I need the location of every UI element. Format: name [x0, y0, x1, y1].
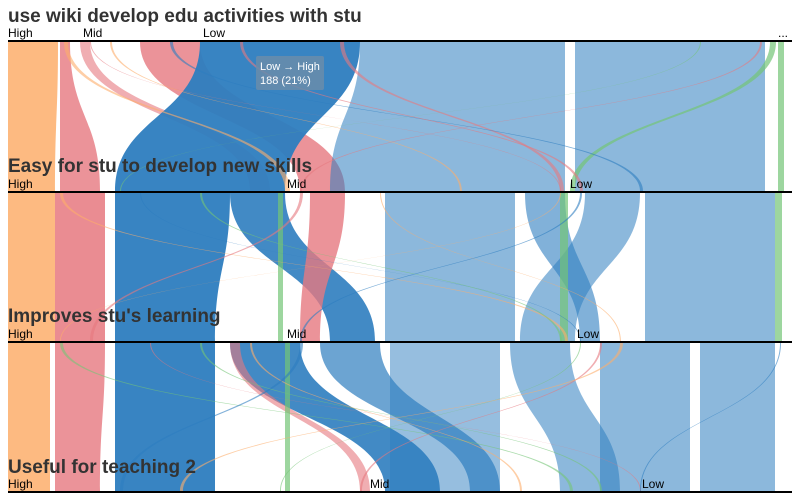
ribbon-l3-high[interactable] — [8, 343, 50, 491]
tooltip-background — [256, 56, 324, 90]
tooltip-label: Low → High — [260, 61, 320, 73]
category-label-low: Low — [570, 177, 592, 191]
dimension-title: Useful for teaching 2 — [8, 457, 196, 478]
dimension-use-wiki-develop-edu-activities-with-stu: use wiki develop edu activities with stu… — [8, 6, 792, 43]
category-bar-mid[interactable] — [60, 40, 200, 43]
category-label-mid: Mid — [287, 327, 306, 341]
ribbon-thread-2[interactable] — [170, 42, 643, 191]
category-bar-low[interactable] — [565, 191, 792, 194]
category-bar-high[interactable] — [8, 191, 285, 194]
ribbon-thread-14[interactable] — [120, 343, 303, 491]
ribbon-mid-to-high[interactable] — [60, 42, 100, 191]
category-label-low: Low — [577, 327, 599, 341]
ribbon-l2-other[interactable] — [278, 193, 283, 341]
ribbon-thin-high[interactable] — [64, 42, 290, 191]
ribbon-thread-19[interactable] — [200, 343, 602, 491]
ribbon-thread-0[interactable] — [90, 42, 561, 191]
ribbon-thread-5[interactable] — [60, 193, 568, 341]
category-bar-mid[interactable] — [365, 491, 640, 494]
ribbon-thread-9[interactable] — [60, 193, 561, 341]
ribbon-thread-6[interactable] — [140, 193, 581, 341]
category-bar-mid[interactable] — [285, 341, 575, 344]
ribbon-l2-low-low[interactable] — [645, 193, 775, 341]
category-label-high: High — [8, 177, 33, 191]
category-label-low: Low — [203, 26, 225, 40]
ribbon-other-to-low-2[interactable] — [778, 42, 784, 191]
ribbons-layer — [8, 42, 784, 491]
ribbon-l2-high[interactable] — [8, 193, 55, 341]
ribbon-l3-mid-low[interactable] — [390, 343, 500, 491]
category-bar-low[interactable] — [200, 40, 770, 43]
ribbon-l2-low-high[interactable] — [115, 193, 230, 341]
category-label-mid: Mid — [370, 477, 389, 491]
ribbon-l3-red-thin[interactable] — [230, 343, 370, 491]
category-bar-low[interactable] — [640, 491, 792, 494]
tooltip-value: 188 (21%) — [260, 75, 311, 87]
ribbon-l3-green-thin[interactable] — [285, 343, 290, 491]
dimension-title: use wiki develop edu activities with stu — [8, 6, 362, 27]
category-label-low: Low — [642, 477, 664, 491]
category-label-mid: Mid — [287, 177, 306, 191]
dimension-title: Easy for stu to develop new skills — [8, 156, 312, 177]
ribbon-l2-low-mid[interactable] — [520, 193, 640, 341]
dimension-title: Improves stu's learning — [8, 306, 221, 327]
ribbon-l2-mid[interactable] — [55, 193, 105, 341]
ribbon-l2-low-mid[interactable] — [230, 193, 375, 341]
ribbon-l2-other-3[interactable] — [775, 193, 782, 341]
ribbon-l2-mid-low[interactable] — [385, 193, 515, 341]
ribbon-thread-4[interactable] — [300, 42, 762, 191]
ribbon-thread-21[interactable] — [380, 193, 621, 341]
category-bar-high[interactable] — [8, 40, 60, 43]
category-bar-high[interactable] — [8, 341, 285, 344]
category-bar-mid[interactable] — [285, 191, 565, 194]
ribbon-l2-mid-mid[interactable] — [300, 193, 345, 341]
ribbon-l3-mid-low-2[interactable] — [510, 343, 620, 491]
category-label-other: ... — [778, 26, 788, 40]
ribbon-l2-other-2[interactable] — [560, 193, 568, 341]
ribbon-thread-8[interactable] — [90, 193, 303, 341]
ribbon-thread-12[interactable] — [150, 343, 641, 491]
category-label-high: High — [8, 477, 33, 491]
category-label-mid: Mid — [83, 26, 102, 40]
ribbon-thin-mid[interactable] — [340, 42, 564, 191]
ribbon-thread-13[interactable] — [250, 343, 522, 491]
category-bar-high[interactable] — [8, 491, 365, 494]
ribbon-other-to-low[interactable] — [570, 42, 776, 191]
ribbon-thread-20[interactable] — [240, 42, 583, 191]
ribbon-l3-mid[interactable] — [55, 343, 105, 491]
ribbon-thread-10[interactable] — [300, 193, 582, 341]
ribbon-l3-low-2[interactable] — [700, 343, 775, 491]
ribbon-thread-1[interactable] — [110, 42, 462, 191]
ribbon-low-to-mid[interactable] — [330, 42, 565, 191]
category-label-high: High — [8, 26, 33, 40]
axes-layer: use wiki develop edu activities with stu… — [8, 6, 792, 494]
ribbon-thread-7[interactable] — [200, 193, 562, 341]
ribbon-l3-low[interactable] — [600, 343, 690, 491]
category-bar-low[interactable] — [575, 341, 792, 344]
category-label-high: High — [8, 327, 33, 341]
category-bar-other[interactable] — [770, 40, 792, 43]
tooltip: Low → High 188 (21%) — [256, 56, 324, 90]
ribbon-thread-16[interactable] — [360, 343, 602, 491]
ribbon-thread-18[interactable] — [640, 343, 781, 491]
ribbon-thread-15[interactable] — [280, 343, 581, 491]
ribbon-high-to-high[interactable] — [8, 42, 58, 191]
ribbon-thread-11[interactable] — [60, 343, 573, 491]
